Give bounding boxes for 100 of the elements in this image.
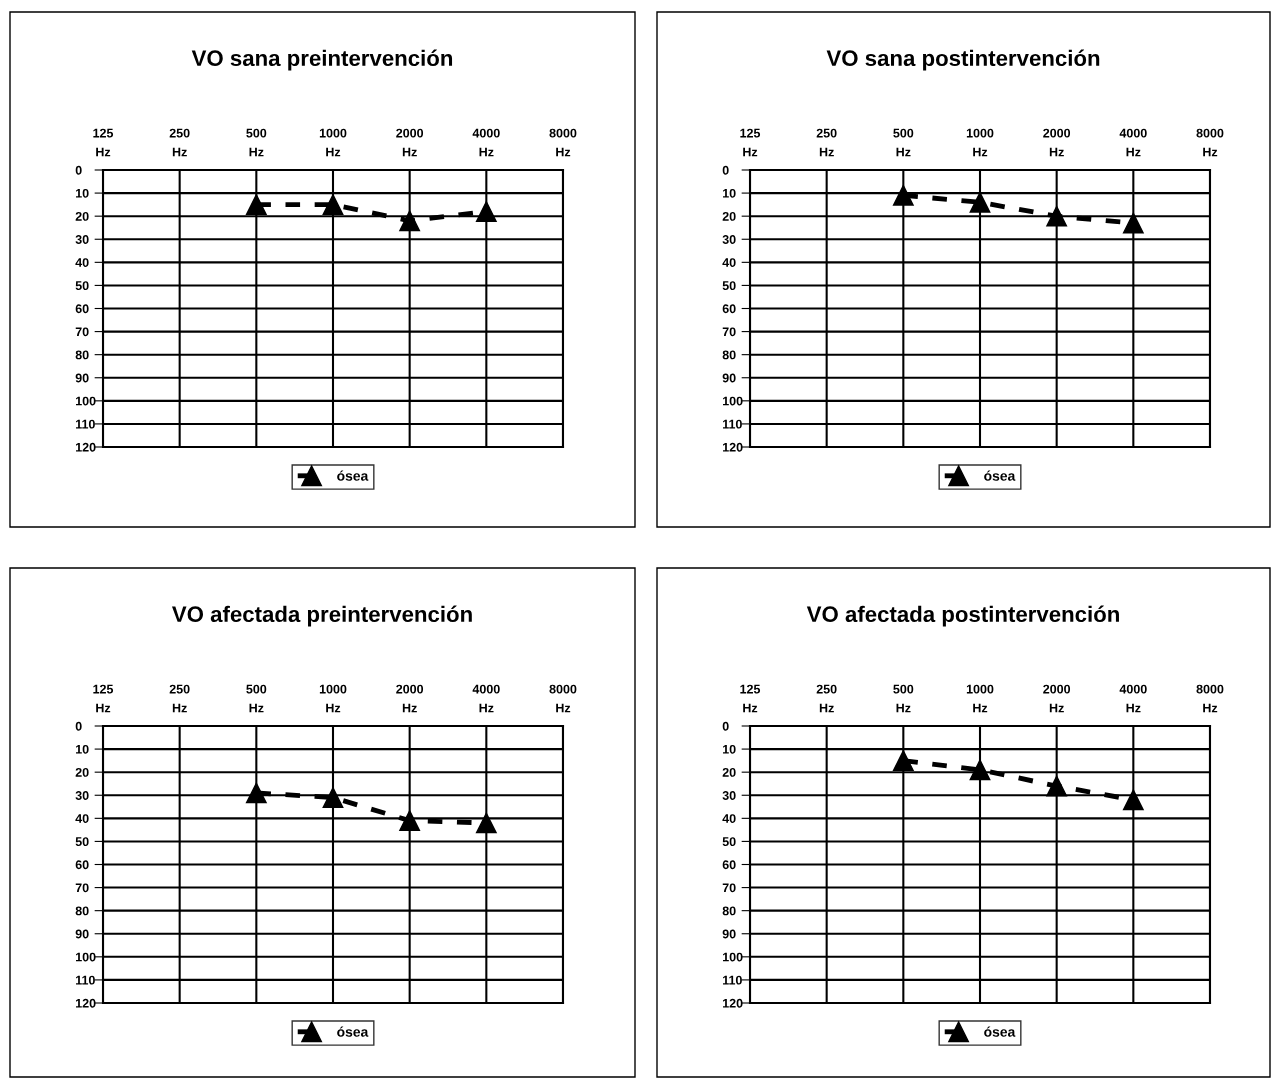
point	[969, 191, 991, 213]
x-tick-label: 250 Hz	[816, 128, 837, 157]
y-tick-label: 110	[723, 975, 742, 985]
y-tick-label: 40	[75, 258, 89, 267]
point	[1046, 775, 1068, 797]
y-tick-label: 60	[722, 304, 736, 314]
x-tick-label: 125 Hz	[93, 684, 114, 713]
x-tick-label: 1000 Hz	[319, 128, 347, 157]
x-tick-label: 500 Hz	[893, 684, 914, 713]
y-tick-label: 90	[722, 929, 736, 939]
x-tick-label: 8000 Hz	[1196, 128, 1224, 157]
y-tick-label: 20	[75, 767, 89, 777]
y-tick-label: 90	[722, 373, 736, 383]
chart-title: VO sana preintervención	[191, 49, 453, 71]
y-tick-label: 120	[76, 998, 96, 1008]
y-tick-label: 40	[75, 814, 89, 823]
y-tick-label: 110	[76, 975, 95, 985]
chart-title: VO afectada preintervención	[172, 605, 472, 627]
y-tick-label: 100	[723, 952, 743, 962]
y-tick-label: 100	[76, 952, 96, 962]
y-tick-label: 80	[722, 906, 736, 916]
point	[245, 194, 267, 216]
point	[399, 810, 421, 832]
y-tick-label: 10	[76, 744, 89, 754]
x-tick-label: 4000 Hz	[472, 684, 500, 713]
x-tick-label: 250 Hz	[169, 684, 190, 713]
x-tick-label: 2000 Hz	[396, 128, 424, 157]
chart-title: VO sana postintervención	[826, 49, 1100, 71]
y-tick-label: 70	[75, 327, 89, 337]
point	[475, 812, 497, 834]
y-tick-label: 50	[75, 281, 89, 291]
y-tick-label: 50	[75, 837, 89, 847]
point	[245, 782, 267, 804]
x-tick-label: 500 Hz	[246, 684, 267, 713]
x-tick-label: 250 Hz	[816, 684, 837, 713]
y-tick-label: 10	[723, 188, 736, 198]
point	[892, 750, 914, 772]
x-tick-label: 2000 Hz	[1043, 128, 1071, 157]
x-tick-label: 1000 Hz	[966, 128, 994, 157]
y-tick-label: 80	[75, 906, 89, 916]
legend-label: ósea	[337, 470, 369, 481]
y-tick-label: 100	[723, 396, 743, 406]
point	[1046, 205, 1068, 227]
y-tick-label: 90	[75, 929, 89, 939]
y-tick-label: 20	[722, 211, 736, 221]
point	[1122, 789, 1144, 811]
y-tick-label: 60	[75, 304, 89, 314]
y-tick-label: 50	[722, 281, 736, 291]
x-tick-label: 1000 Hz	[966, 684, 994, 713]
y-tick-label: 70	[722, 883, 736, 893]
y-tick-label: 110	[723, 419, 742, 429]
x-tick-label: 125 Hz	[93, 128, 114, 157]
y-tick-label: 0	[722, 165, 729, 175]
y-tick-label: 20	[75, 211, 89, 221]
point	[399, 210, 421, 232]
chart-title: VO afectada postintervención	[806, 605, 1119, 627]
y-tick-label: 0	[75, 165, 82, 175]
x-tick-label: 8000 Hz	[549, 684, 577, 713]
legend-label: ósea	[337, 1026, 369, 1037]
x-tick-label: 2000 Hz	[396, 684, 424, 713]
point	[475, 201, 497, 222]
y-tick-label: 110	[76, 419, 95, 429]
y-tick-label: 0	[722, 721, 729, 731]
y-tick-label: 30	[75, 791, 89, 800]
y-tick-label: 120	[76, 442, 96, 452]
y-tick-label: 70	[75, 883, 89, 893]
y-tick-label: 50	[722, 837, 736, 847]
x-tick-label: 125 Hz	[740, 128, 761, 157]
y-tick-label: 10	[76, 188, 89, 198]
y-tick-label: 30	[722, 235, 736, 244]
point	[1122, 212, 1144, 234]
point	[892, 184, 914, 206]
x-tick-label: 250 Hz	[169, 128, 190, 157]
y-tick-label: 120	[723, 998, 743, 1008]
y-tick-label: 120	[723, 442, 743, 452]
y-tick-label: 30	[722, 791, 736, 800]
y-tick-label: 80	[75, 350, 89, 360]
x-tick-label: 2000 Hz	[1043, 684, 1071, 713]
y-tick-label: 60	[722, 860, 736, 870]
y-tick-label: 0	[75, 721, 82, 731]
legend-label: ósea	[984, 470, 1016, 481]
y-tick-label: 20	[722, 767, 736, 777]
point	[322, 787, 344, 808]
legend-label: ósea	[984, 1026, 1016, 1037]
x-tick-label: 4000 Hz	[1119, 684, 1147, 713]
y-tick-label: 90	[75, 373, 89, 383]
y-tick-label: 80	[722, 350, 736, 360]
x-tick-label: 4000 Hz	[472, 128, 500, 157]
y-tick-label: 60	[75, 860, 89, 870]
x-tick-label: 500 Hz	[246, 128, 267, 157]
point	[322, 194, 344, 216]
y-tick-label: 40	[722, 814, 736, 823]
x-tick-label: 8000 Hz	[1196, 684, 1224, 713]
x-tick-label: 8000 Hz	[549, 128, 577, 157]
y-tick-label: 10	[723, 744, 736, 754]
y-tick-label: 40	[722, 258, 736, 267]
x-tick-label: 1000 Hz	[319, 684, 347, 713]
x-tick-label: 500 Hz	[893, 128, 914, 157]
x-tick-label: 4000 Hz	[1119, 128, 1147, 157]
x-tick-label: 125 Hz	[740, 684, 761, 713]
